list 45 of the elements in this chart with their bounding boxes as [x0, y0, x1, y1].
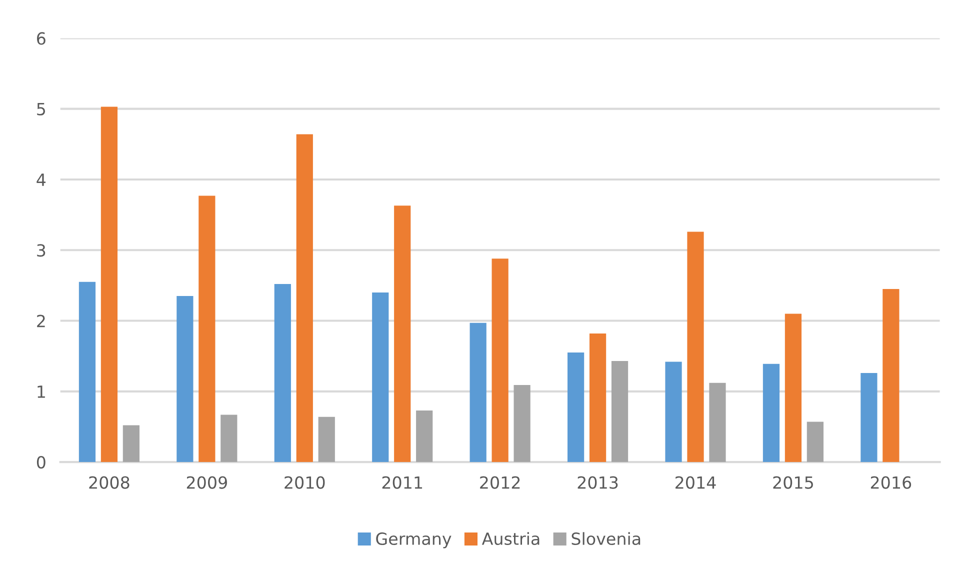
bar: [372, 292, 389, 462]
bar: [470, 322, 486, 462]
bar: [296, 134, 313, 462]
bar: [220, 414, 238, 462]
bar: [709, 382, 726, 462]
bar: [416, 410, 433, 462]
x-tick-label: 2010: [284, 476, 325, 489]
bar: [198, 196, 216, 462]
x-tick-label: 2016: [870, 476, 912, 489]
bar: [318, 416, 335, 462]
y-tick-label: 0: [36, 456, 46, 469]
x-tick-label: 2015: [773, 476, 813, 489]
x-tick-label: 2014: [676, 476, 716, 489]
y-tick-label: 4: [36, 174, 46, 186]
bar: [806, 422, 824, 462]
bar: [589, 333, 606, 462]
x-tick-label: 2013: [578, 476, 618, 489]
bar: [784, 314, 802, 462]
bar: [394, 206, 411, 462]
bar: [762, 364, 780, 462]
bar: [611, 361, 628, 462]
x-tick-label: 2012: [480, 476, 520, 489]
bar: [274, 284, 291, 462]
legend-label: Germany: [376, 532, 452, 548]
y-tick-label: 5: [37, 103, 46, 116]
legend-label: Slovenia: [572, 532, 640, 546]
bar: [100, 106, 118, 462]
y-tick-label: 6: [37, 32, 46, 45]
bar: [860, 373, 878, 462]
bar: [176, 296, 194, 462]
bar: [882, 288, 900, 462]
y-tick-label: 2: [37, 314, 45, 328]
bar: [665, 362, 682, 462]
bar: [514, 385, 530, 462]
legend-label: Austria: [482, 532, 540, 546]
x-tick-label: 2009: [186, 476, 227, 489]
y-tick-label: 3: [37, 244, 46, 257]
bar: [78, 282, 96, 462]
x-tick-label: 2008: [89, 476, 130, 489]
bar: [568, 352, 584, 462]
bar: [122, 425, 140, 462]
bar: [687, 232, 704, 462]
bar: [492, 258, 508, 462]
y-tick-label: 1: [38, 386, 45, 398]
x-tick-label: 2011: [382, 476, 422, 489]
